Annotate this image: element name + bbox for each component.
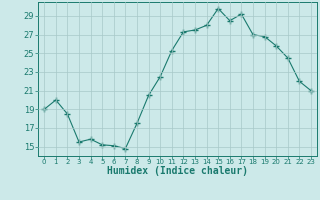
X-axis label: Humidex (Indice chaleur): Humidex (Indice chaleur) <box>107 166 248 176</box>
